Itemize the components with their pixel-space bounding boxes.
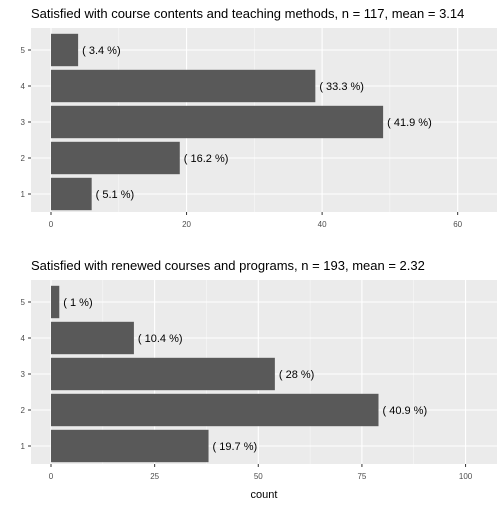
chart-1-x-ticks: 0 20 40 60 bbox=[49, 212, 463, 229]
chart-2-y-tick-label: 5 bbox=[21, 298, 26, 307]
chart-1-x-tick-label: 60 bbox=[453, 220, 462, 229]
chart-1-y-tick-label: 1 bbox=[21, 190, 26, 199]
chart-1-y-tick-label: 3 bbox=[21, 118, 26, 127]
chart-1-y-tick-label: 4 bbox=[21, 82, 26, 91]
chart-2-x-tick-label: 75 bbox=[357, 472, 366, 481]
chart-panel-2: Satisfied with renewed courses and progr… bbox=[21, 258, 497, 501]
chart-2-data-label-2: ( 40.9 %) bbox=[383, 405, 428, 417]
chart-1-bar-2 bbox=[51, 141, 180, 175]
chart-2-data-label-5: ( 1 %) bbox=[63, 297, 92, 309]
chart-2-y-ticks: 1 2 3 4 5 bbox=[21, 298, 31, 451]
chart-2-y-tick-label: 4 bbox=[21, 334, 26, 343]
chart-2-data-label-1: ( 19.7 %) bbox=[213, 441, 258, 453]
chart-1-x-tick-label: 40 bbox=[318, 220, 327, 229]
chart-2-bar-1 bbox=[51, 429, 209, 463]
chart-2-data-labels: ( 19.7 %) ( 40.9 %) ( 28 %) ( 10.4 %) ( 1 %) bbox=[63, 297, 427, 453]
chart-2-y-tick-label: 3 bbox=[21, 370, 26, 379]
chart-2-bar-5 bbox=[51, 285, 60, 319]
chart-1-y-tick-label: 5 bbox=[21, 46, 26, 55]
chart-2-bar-4 bbox=[51, 321, 134, 355]
chart-2-data-label-4: ( 10.4 %) bbox=[138, 333, 183, 345]
chart-1-x-tick-label: 0 bbox=[49, 220, 54, 229]
chart-1-data-label-5: ( 3.4 %) bbox=[82, 45, 121, 57]
chart-2-bar-2 bbox=[51, 393, 379, 427]
chart-2-title: Satisfied with renewed courses and progr… bbox=[31, 258, 425, 273]
chart-2-bars bbox=[51, 285, 379, 463]
chart-1-bar-5 bbox=[51, 33, 79, 67]
chart-2-x-tick-label: 50 bbox=[254, 472, 263, 481]
chart-2-bar-3 bbox=[51, 357, 275, 391]
chart-1-data-labels: ( 5.1 %) ( 16.2 %) ( 41.9 %) ( 33.3 %) ( 3.4… bbox=[82, 45, 432, 201]
chart-1-bar-3 bbox=[51, 105, 384, 139]
chart-2-x-axis-title: count bbox=[251, 489, 278, 501]
chart-2-data-label-3: ( 28 %) bbox=[279, 369, 314, 381]
chart-1-bars bbox=[51, 33, 384, 211]
chart-1-y-ticks: 1 2 3 4 5 bbox=[21, 46, 31, 199]
chart-2-x-tick-label: 0 bbox=[49, 472, 54, 481]
chart-1-data-label-2: ( 16.2 %) bbox=[184, 153, 229, 165]
chart-1-data-label-1: ( 5.1 %) bbox=[96, 189, 135, 201]
chart-1-y-tick-label: 2 bbox=[21, 154, 26, 163]
chart-1-bar-1 bbox=[51, 177, 92, 211]
chart-2-x-tick-label: 25 bbox=[150, 472, 159, 481]
chart-1-data-label-3: ( 41.9 %) bbox=[387, 117, 432, 129]
chart-2-x-ticks: 0 25 50 75 100 bbox=[49, 464, 473, 481]
chart-1-bar-4 bbox=[51, 69, 316, 103]
chart-2-x-tick-label: 100 bbox=[459, 472, 473, 481]
chart-1-x-tick-label: 20 bbox=[182, 220, 191, 229]
chart-2-y-tick-label: 1 bbox=[21, 442, 26, 451]
chart-1-data-label-4: ( 33.3 %) bbox=[319, 81, 364, 93]
chart-1-title: Satisfied with course contents and teach… bbox=[31, 6, 464, 21]
chart-panel-1: Satisfied with course contents and teach… bbox=[21, 6, 497, 229]
chart-2-y-tick-label: 2 bbox=[21, 406, 26, 415]
